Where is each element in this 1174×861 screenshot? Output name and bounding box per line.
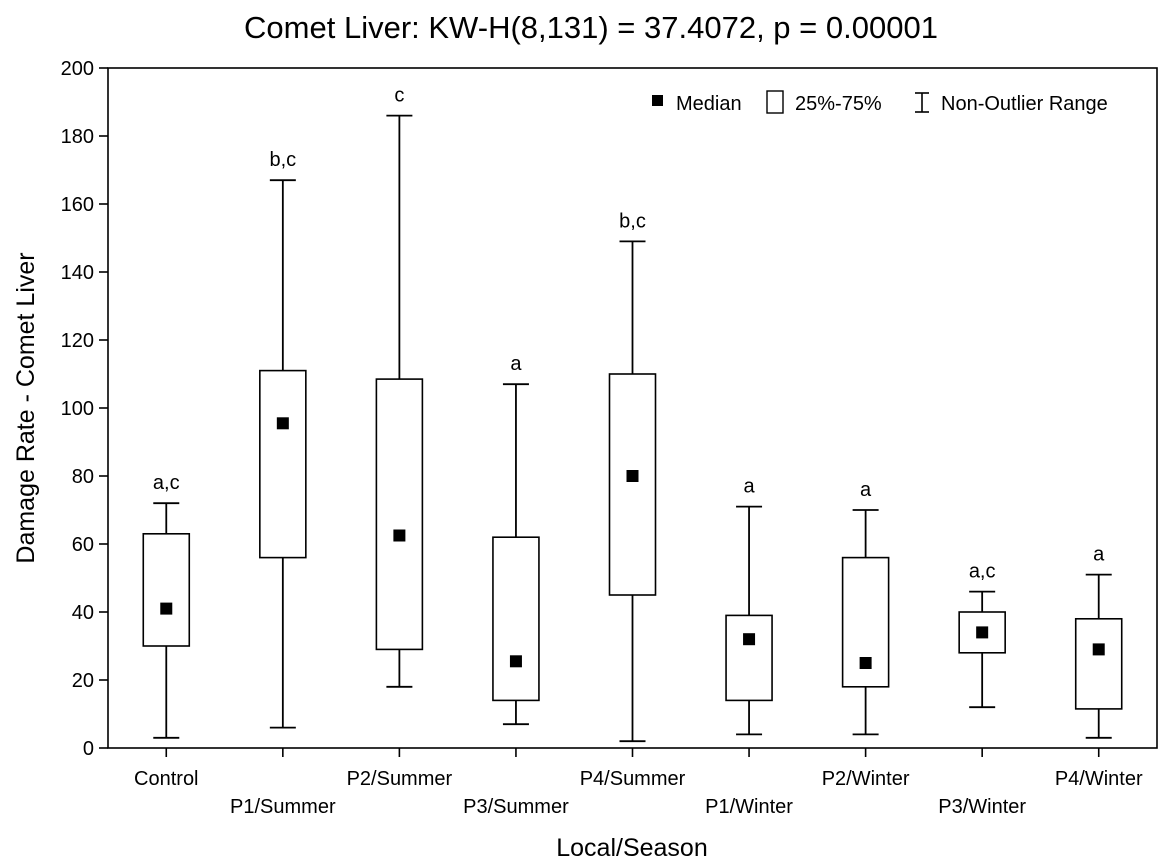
significance-letter: a [1093,544,1105,566]
x-axis: Control P1/Summer P2/Summer P3/Summer P4/Sum… [134,748,1143,818]
y-tick-label: 140 [61,262,94,284]
significance-letter: c [394,85,404,107]
box-group [725,505,773,736]
box-group [259,179,307,729]
y-tick-label: 60 [72,534,94,556]
significance-letter: a,c [153,472,180,494]
median-marker [626,470,639,482]
y-tick-label: 0 [83,738,94,760]
y-tick-label: 160 [61,194,94,216]
median-marker [160,602,173,615]
significance-letter: b,c [269,149,296,171]
box-group [841,509,890,736]
x-tick-label: P3/Summer [463,796,569,818]
x-tick-label: P4/Winter [1055,768,1143,790]
y-tick-label: 40 [72,602,94,624]
significance-letter: a [743,476,755,498]
x-tick-label: P3/Winter [938,796,1026,818]
legend-whisker-marker [915,92,929,113]
box-group [492,383,540,726]
legend-whisker-label: Non-Outlier Range [941,93,1108,115]
median-marker [743,633,756,646]
legend-median-marker [652,95,663,106]
box-group [958,590,1006,709]
significance-letter: a,c [969,561,996,583]
legend: Median 25%-75% Non-Outlier Range [652,90,1108,115]
iqr-box [725,614,773,702]
significance-letter: a [510,353,522,375]
legend-box-marker [766,90,784,114]
significance-labels: a,c b,c c a b,c a a a,c a [153,85,1105,583]
y-tick-label: 80 [72,466,94,488]
iqr-box [1074,617,1123,710]
iqr-box [142,532,191,647]
box-group [608,240,657,743]
median-marker [859,657,872,669]
y-tick-label: 200 [61,58,94,80]
x-tick-label: Control [134,768,198,790]
iqr-box [259,369,307,559]
iqr-box [492,536,540,702]
iqr-box [608,373,657,596]
median-marker [276,417,289,430]
legend-median-label: Median [676,93,742,115]
box-group [375,114,424,688]
box-group [142,502,191,739]
y-tick-label: 20 [72,670,94,692]
x-tick-label: P2/Summer [347,768,453,790]
median-marker [1092,643,1105,656]
chart-title: Comet Liver: KW-H(8,131) = 37.4072, p = … [244,10,938,45]
median-marker [976,626,989,639]
x-tick-label: P1/Winter [705,796,793,818]
y-axis: 0 20 40 60 80 100 120 140 160 180 200 [61,58,108,760]
median-marker [393,529,406,542]
y-tick-label: 100 [61,398,94,420]
median-marker [509,655,522,668]
y-axis-title: Damage Rate - Comet Liver [12,252,40,563]
iqr-box [375,378,424,651]
x-tick-label: P2/Winter [822,768,910,790]
x-tick-label: P1/Summer [230,796,336,818]
x-tick-label: P4/Summer [580,768,686,790]
legend-box-label: 25%-75% [795,93,882,115]
box-group [1074,573,1123,739]
boxes-group [142,114,1123,743]
significance-letter: b,c [619,210,646,232]
x-axis-title: Local/Season [556,834,708,861]
y-tick-label: 180 [61,126,94,148]
significance-letter: a [860,479,872,501]
y-tick-label: 120 [61,330,94,352]
